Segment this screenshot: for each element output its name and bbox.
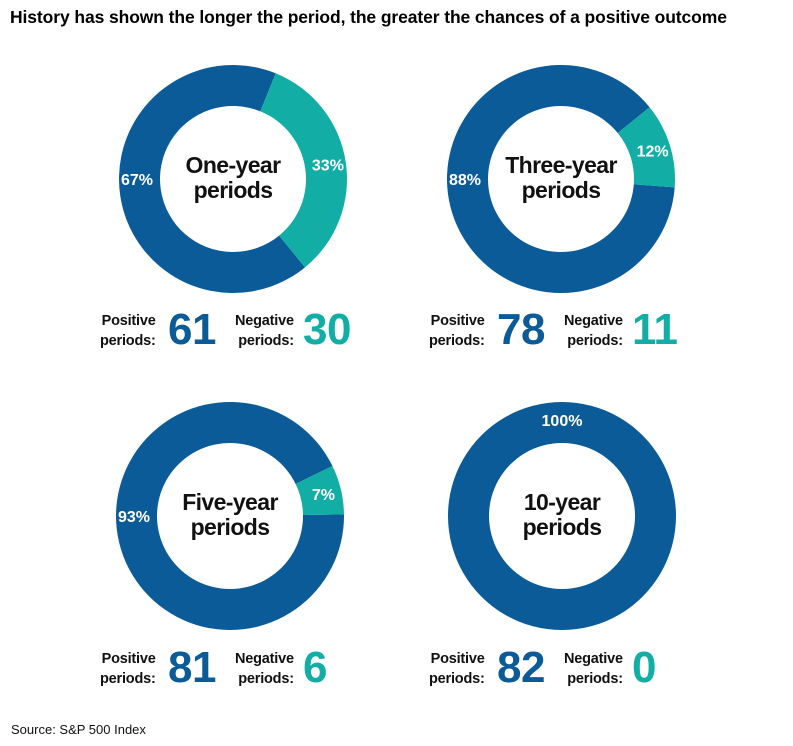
stat-label-line: Positive [101,651,156,667]
positive-periods-count: 78 [497,305,545,354]
positive-periods-label: Positive periods: [100,311,156,351]
positive-periods-count: 81 [168,643,216,692]
donut-panel: 67% 33% One-year periods Positive periods: 61 N… [10,40,370,380]
slice-label-negative: 33% [312,158,344,175]
center-label-line: periods [190,514,270,540]
source-note: Source: S&P 500 Index [11,722,146,737]
slice-negative [617,107,675,188]
donut-center-label: Three-year periods [491,153,631,203]
donut-chart: 88% 12% [447,65,675,294]
positive-periods-count: 61 [168,305,216,354]
center-label-line: periods [522,514,602,540]
positive-periods-label: Positive periods: [429,649,485,689]
stat-label-line: Negative [235,313,294,329]
negative-periods-count: 0 [632,643,656,692]
slice-label-negative: 12% [637,143,669,160]
center-label-line: periods [521,177,601,203]
slice-label-positive: 93% [118,509,150,526]
positive-periods-count: 82 [497,643,545,692]
slice-negative [295,466,344,515]
slice-label-positive: 100% [542,413,583,430]
center-label-line: periods [193,177,273,203]
center-label-line: One-year [185,152,282,178]
stat-label-line: periods: [238,671,294,687]
stat-label-line: Positive [101,313,156,329]
center-label-line: Five-year [182,489,278,515]
negative-periods-count: 11 [632,305,678,354]
stat-label-line: periods: [100,671,156,687]
slice-label-negative: 7% [312,487,335,504]
stat-label-line: Negative [564,651,623,667]
donut-panel: 100% 10-year periods Positive periods: 82 Nega… [340,378,700,718]
negative-periods-label: Negative periods: [235,311,294,351]
slice-positive [447,65,675,294]
donut-panel: 88% 12% Three-year periods Positive periods: 7… [340,40,700,380]
donut-center-label: One-year periods [163,153,303,203]
negative-periods-label: Negative periods: [235,649,294,689]
slice-positive [447,402,676,630]
donut-panel: 93% 7% Five-year periods Positive periods: 81 N… [10,378,370,718]
stat-label-line: Negative [235,651,294,667]
donut-chart: 100% [447,402,676,630]
stat-label-line: periods: [238,333,294,349]
positive-periods-label: Positive periods: [100,649,156,689]
negative-periods-count: 6 [303,643,327,692]
negative-periods-count: 30 [303,305,351,354]
stat-label-line: periods: [100,333,156,349]
stat-label-line: periods: [567,333,623,349]
positive-periods-label: Positive periods: [429,311,485,351]
stat-label-line: periods: [429,671,485,687]
donut-center-label: Five-year periods [160,490,300,540]
slice-positive [119,65,306,294]
stat-label-line: Positive [430,651,485,667]
donut-center-label: 10-year periods [492,490,632,540]
donut-chart: 67% 33% [119,65,347,294]
center-label-line: Three-year [505,152,617,178]
negative-periods-label: Negative periods: [564,311,623,351]
stat-label-line: Positive [430,313,485,329]
stat-label-line: Negative [564,313,623,329]
slice-label-positive: 67% [121,172,153,189]
donut-chart: 93% 7% [115,401,344,630]
chart-title: History has shown the longer the period,… [10,7,727,27]
slice-positive [115,401,344,630]
center-label-line: 10-year [523,489,601,515]
slice-label-positive: 88% [449,172,481,189]
negative-periods-label: Negative periods: [564,649,623,689]
stat-label-line: periods: [429,333,485,349]
stat-label-line: periods: [567,671,623,687]
slice-negative [260,73,347,268]
